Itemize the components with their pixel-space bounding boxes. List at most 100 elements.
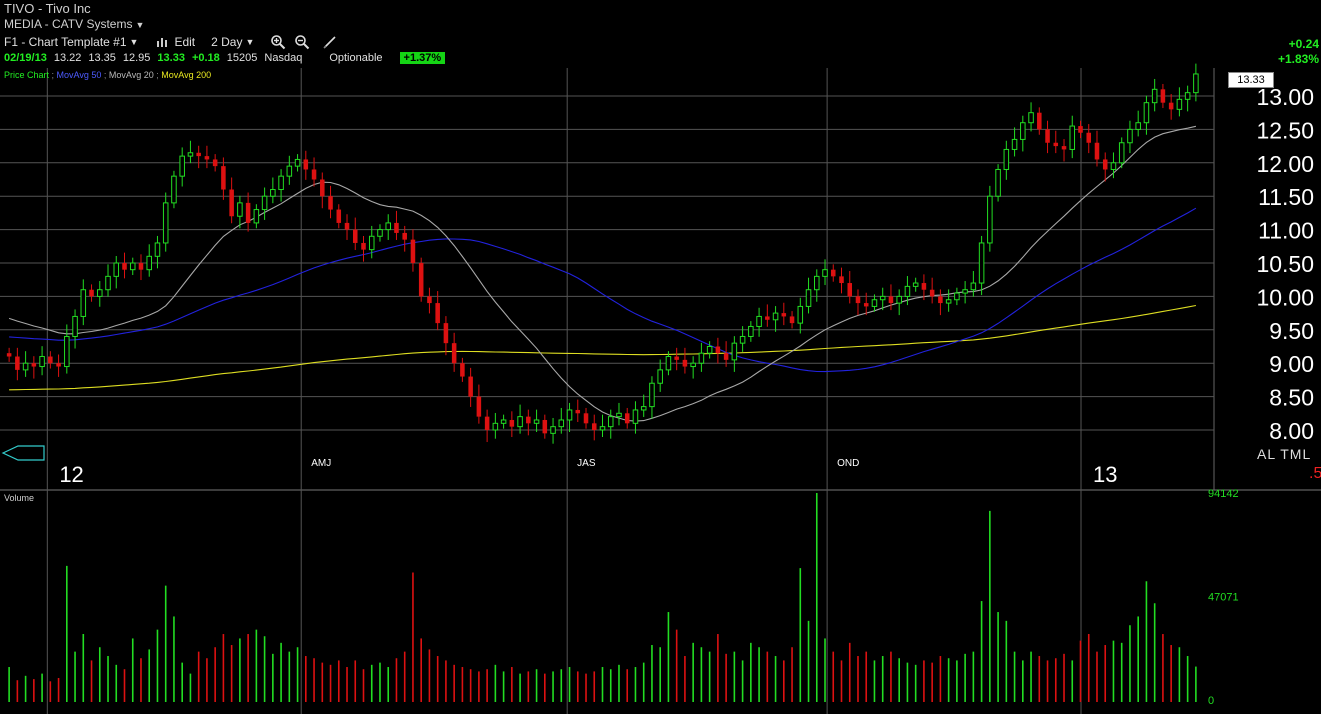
- candle-body: [616, 412, 622, 418]
- candle-body: [443, 323, 449, 344]
- candle-body: [657, 369, 663, 384]
- quote-change: +0.18: [191, 52, 220, 64]
- volume-tick-label: 0: [1208, 695, 1214, 707]
- candle-body: [896, 295, 902, 304]
- volume-tick-label: 47071: [1208, 592, 1239, 604]
- candle-body: [1003, 148, 1010, 170]
- candle-body: [500, 419, 507, 424]
- candlesticks: [6, 63, 1199, 444]
- candle-body: [320, 179, 325, 197]
- candle-body: [196, 152, 201, 157]
- candle-body: [6, 353, 12, 357]
- candle-body: [311, 169, 317, 180]
- quote-exchange: Nasdaq: [264, 52, 303, 64]
- candle-body: [385, 222, 391, 231]
- candle-body: [129, 262, 136, 271]
- draw-tool-button[interactable]: [322, 34, 342, 50]
- candle-body: [435, 303, 440, 324]
- volume-label: Volume: [4, 493, 35, 503]
- candle-body: [805, 289, 812, 307]
- candle-body: [772, 312, 779, 321]
- edit-button[interactable]: Edit: [154, 34, 195, 50]
- candle-body: [204, 156, 210, 160]
- candle-body: [122, 263, 127, 270]
- candle-body: [1020, 122, 1026, 140]
- candle-body: [822, 269, 828, 277]
- candle-body: [31, 363, 37, 367]
- candle-body: [245, 202, 251, 223]
- candle-body: [765, 316, 770, 320]
- zoom-out-button[interactable]: [294, 34, 314, 50]
- candle-body: [888, 296, 894, 304]
- candle-body: [1168, 102, 1174, 110]
- quote-volume: 15205: [226, 52, 258, 64]
- price-tick-label: 11.50: [1258, 184, 1314, 210]
- chart-grid: [0, 68, 1321, 714]
- candle-body: [261, 195, 268, 211]
- candle-body: [278, 175, 284, 191]
- candle-body: [1193, 73, 1199, 94]
- quote-date: 02/19/13: [4, 52, 47, 64]
- candle-body: [632, 409, 639, 424]
- candle-body: [221, 166, 226, 190]
- legend-ma20[interactable]: MovAvg 20: [108, 70, 154, 80]
- candle-body: [468, 376, 473, 397]
- chart-legend: Price Chart ; MovAvg 50 ; MovAvg 20 ; Mo…: [4, 70, 212, 80]
- candle-body: [80, 289, 87, 317]
- quote-line: 02/19/13 13.22 13.35 12.95 13.33 +0.18 1…: [4, 52, 446, 64]
- legend-price-chart[interactable]: Price Chart: [4, 70, 50, 80]
- candle-body: [938, 296, 943, 304]
- legend-ma200[interactable]: MovAvg 200: [161, 70, 212, 80]
- zoom-in-button[interactable]: [270, 34, 290, 50]
- candle-body: [855, 296, 861, 304]
- candle-body: [715, 346, 721, 354]
- pencil-icon: [323, 36, 336, 49]
- chart-axes: 8.00 8.50 9.00 9.50 10.00 10.50 11.00 11.50 12.0…: [1, 84, 1314, 707]
- chevron-down-icon: ▼: [245, 37, 255, 47]
- time-tick-label: JAS: [577, 458, 596, 469]
- candle-body: [64, 335, 70, 368]
- legend-ma50[interactable]: MovAvg 50: [56, 70, 102, 80]
- candle-body: [270, 189, 276, 197]
- candle-body: [987, 195, 993, 244]
- period-dropdown[interactable]: 2 Day ▼: [211, 35, 254, 49]
- right-tools[interactable]: AL TML: [1257, 446, 1311, 462]
- candle-body: [451, 343, 457, 364]
- candle-body: [1069, 125, 1076, 150]
- candle-body: [558, 419, 565, 428]
- candle-body: [113, 262, 120, 277]
- price-tick-label: 10.00: [1256, 284, 1314, 310]
- candle-body: [492, 422, 499, 431]
- candle-body: [1094, 142, 1100, 160]
- candle-body: [748, 325, 754, 337]
- candle-body: [179, 155, 185, 177]
- price-tick-label: 9.00: [1269, 351, 1314, 377]
- candle-body: [945, 299, 952, 304]
- candle-body: [402, 232, 407, 240]
- header-bar: TIVO - Tivo Inc MEDIA - CATV Systems ▼ F1…: [0, 0, 1321, 68]
- candle-body: [1118, 142, 1125, 164]
- candle-body: [368, 235, 375, 251]
- industry-dropdown[interactable]: MEDIA - CATV Systems ▼: [4, 17, 144, 31]
- candle-body: [48, 356, 53, 364]
- candle-body: [978, 242, 985, 284]
- toolbar: F1 - Chart Template #1 ▼ Edit 2 Day ▼: [4, 34, 358, 50]
- candle-body: [146, 255, 152, 271]
- candle-body: [781, 313, 787, 317]
- candle-body: [1061, 146, 1067, 150]
- candle-body: [674, 356, 679, 360]
- candle-body: [303, 159, 309, 170]
- symbol-title[interactable]: TIVO - Tivo Inc: [4, 1, 91, 16]
- candle-body: [22, 362, 29, 371]
- candle-body: [929, 289, 935, 297]
- percent-change-badge: +1.37%: [399, 52, 446, 64]
- candle-body: [56, 363, 61, 367]
- template-dropdown[interactable]: F1 - Chart Template #1 ▼: [4, 35, 138, 49]
- candle-body: [336, 209, 342, 223]
- candle-body: [1176, 98, 1183, 110]
- candle-body: [344, 222, 350, 230]
- candle-body: [640, 406, 647, 411]
- price-tick-label: 8.50: [1269, 385, 1314, 411]
- price-tick-label: 13.00: [1256, 84, 1314, 110]
